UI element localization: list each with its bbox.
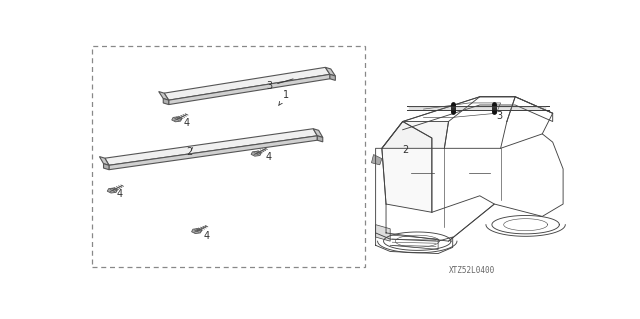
- Text: 4: 4: [204, 231, 209, 241]
- Polygon shape: [382, 122, 432, 212]
- Polygon shape: [169, 74, 330, 105]
- Bar: [92, 46, 365, 267]
- Polygon shape: [108, 188, 117, 193]
- Text: 2: 2: [402, 145, 408, 155]
- Polygon shape: [330, 74, 335, 80]
- Text: 1: 1: [278, 91, 289, 106]
- Polygon shape: [109, 136, 317, 170]
- Text: 4: 4: [184, 118, 189, 128]
- Polygon shape: [105, 129, 317, 165]
- Polygon shape: [325, 67, 335, 76]
- Polygon shape: [317, 136, 323, 142]
- Polygon shape: [164, 67, 330, 100]
- Text: 3: 3: [496, 111, 502, 121]
- Polygon shape: [371, 154, 382, 165]
- Polygon shape: [251, 151, 261, 156]
- Polygon shape: [104, 164, 109, 170]
- Polygon shape: [382, 122, 449, 148]
- Polygon shape: [99, 157, 109, 165]
- Polygon shape: [313, 129, 323, 137]
- Polygon shape: [376, 225, 390, 241]
- Text: 2: 2: [187, 147, 193, 158]
- Text: 3: 3: [266, 79, 293, 91]
- Text: 4: 4: [266, 152, 271, 162]
- Text: 4: 4: [116, 189, 123, 199]
- Polygon shape: [163, 99, 169, 105]
- Polygon shape: [172, 117, 182, 122]
- Polygon shape: [191, 228, 202, 234]
- Text: XTZ52L0400: XTZ52L0400: [449, 266, 495, 275]
- Polygon shape: [159, 92, 169, 100]
